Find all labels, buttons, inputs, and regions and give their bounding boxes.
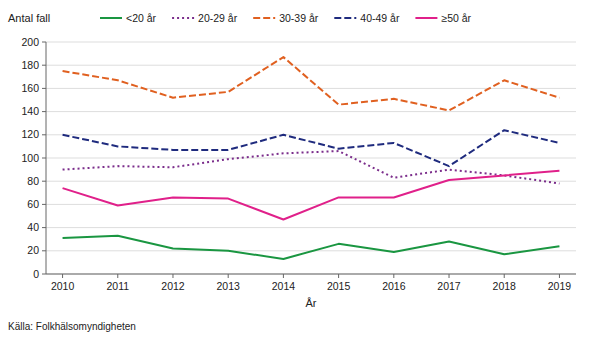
y-tick	[42, 88, 46, 89]
y-tick	[42, 227, 46, 228]
x-tick	[338, 274, 339, 278]
y-tick-label: 120	[21, 128, 39, 140]
x-tick	[117, 274, 118, 278]
series-line	[63, 171, 560, 220]
grid-line	[46, 274, 576, 275]
axes: 0 20 40 60 80 100 120 140 160 180 200 2010 2011 2012 2…	[21, 36, 576, 293]
x-tick	[62, 274, 63, 278]
y-tick-label: 180	[21, 59, 39, 71]
legend-swatch	[253, 17, 275, 19]
lines	[63, 57, 560, 259]
chart: 0 20 40 60 80 100 120 140 160 180 200 2010 2011 2012 2…	[0, 0, 590, 338]
grid-line	[46, 111, 576, 112]
x-tick-label: 2016	[382, 280, 406, 292]
x-tick	[449, 274, 450, 278]
y-tick-label: 80	[27, 175, 39, 187]
x-tick-label: 2013	[217, 280, 241, 292]
x-tick	[228, 274, 229, 278]
legend-label: 30-39 år	[279, 12, 319, 24]
grid-line	[46, 65, 576, 66]
legend-swatch	[172, 17, 194, 19]
y-tick	[42, 181, 46, 182]
x-tick	[504, 274, 505, 278]
x-tick-label: 2018	[493, 280, 517, 292]
x-tick-label: 2012	[161, 280, 185, 292]
y-tick-label: 200	[21, 36, 39, 48]
source-note: Källa: Folkhälsomyndigheten	[8, 321, 136, 332]
series-line	[63, 57, 560, 110]
y-tick	[42, 204, 46, 205]
x-tick-label: 2014	[272, 280, 296, 292]
grid-line	[46, 158, 576, 159]
x-tick	[559, 274, 560, 278]
legend-label: ≥50 år	[441, 12, 471, 24]
legend-swatch	[100, 17, 122, 19]
y-tick	[42, 134, 46, 135]
y-tick-label: 100	[21, 152, 39, 164]
y-tick-label: 0	[33, 268, 39, 280]
grid-line	[46, 227, 576, 228]
grid-line	[46, 88, 576, 89]
x-tick	[393, 274, 394, 278]
legend: <20 år 20-29 år 30-39 år 40-49 år ≥50 år	[100, 12, 472, 24]
y-tick-label: 20	[27, 244, 39, 256]
y-tick	[42, 250, 46, 251]
y-tick	[42, 65, 46, 66]
x-tick-label: 2019	[548, 280, 572, 292]
y-tick-label: 160	[21, 82, 39, 94]
y-tick	[42, 42, 46, 43]
grid	[46, 42, 576, 274]
y-tick	[42, 274, 46, 275]
y-tick-label: 140	[21, 105, 39, 117]
x-axis-label: År	[306, 297, 317, 309]
x-tick-label: 2015	[327, 280, 351, 292]
legend-label: <20 år	[126, 12, 157, 24]
x-tick-label: 2017	[437, 280, 461, 292]
legend-swatch	[415, 17, 437, 19]
y-tick	[42, 111, 46, 112]
x-tick-label: 2011	[106, 280, 129, 292]
x-tick	[172, 274, 173, 278]
series-line	[63, 236, 560, 259]
series-line	[63, 130, 560, 166]
x-tick-label: 2010	[51, 280, 75, 292]
grid-line	[46, 181, 576, 182]
y-tick-label: 60	[27, 198, 39, 210]
y-axis-label: Antal fall	[8, 12, 50, 24]
y-tick	[42, 158, 46, 159]
y-tick-label: 40	[27, 221, 39, 233]
legend-label: 40-49 år	[360, 12, 400, 24]
grid-line	[46, 42, 576, 43]
legend-label: 20-29 år	[198, 12, 238, 24]
series-line	[63, 151, 560, 183]
x-tick	[283, 274, 284, 278]
legend-swatch	[334, 17, 356, 19]
x-axis-line	[46, 274, 576, 275]
y-axis-line	[46, 42, 47, 274]
